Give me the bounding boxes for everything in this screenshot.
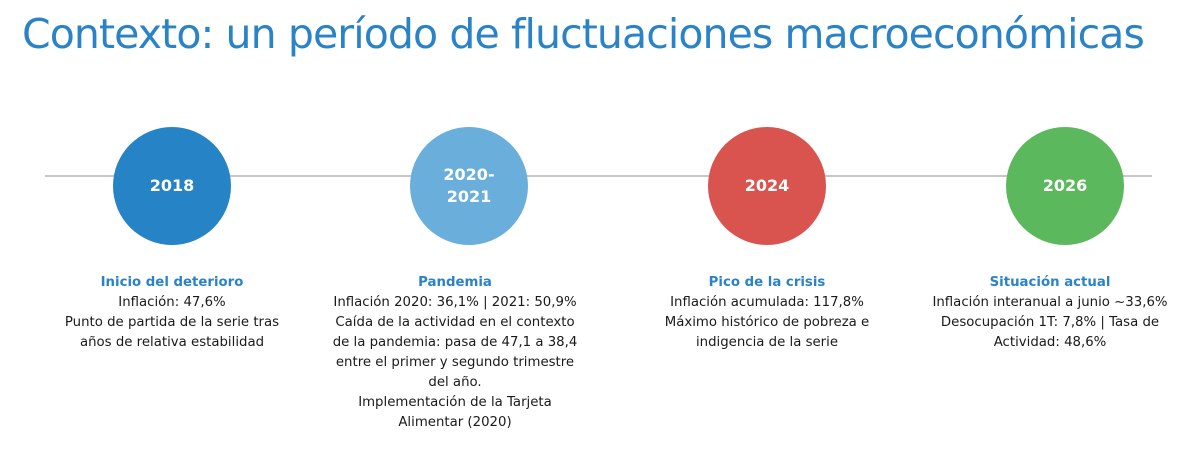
milestone-line: Inflación acumulada: 117,8% (670, 295, 864, 310)
milestone-label-line: 2024 (744, 176, 790, 195)
milestone-circle-2018: 2018 (113, 127, 231, 245)
milestone-heading: Pico de la crisis (708, 275, 826, 290)
milestone-line: Caída de la actividad en el contexto (335, 315, 575, 330)
milestone-circle-2026: 2026 (1006, 127, 1124, 245)
milestone-label-line: 2018 (149, 176, 195, 195)
milestone-heading: Inicio del deterioro (100, 275, 244, 290)
milestone-line: Punto de partida de la serie tras (64, 315, 280, 330)
milestone-description-2026: Situación actual Inflación interanual a … (905, 273, 1195, 353)
milestone-heading: Situación actual (989, 275, 1111, 290)
milestone-label: 2024 (745, 175, 790, 197)
milestone-line: Alimentar (2020) (398, 415, 512, 430)
milestone-line: de la pandemia: pasa de 47,1 a 38,4 (332, 335, 578, 350)
milestone-line: Desocupación 1T: 7,8% | Tasa de (940, 315, 1160, 330)
milestone-description-2020-2021: Pandemia Inflación 2020: 36,1% | 2021: 5… (305, 273, 605, 433)
milestone-label: 2026 (1043, 175, 1088, 197)
milestone-line: del año. (428, 375, 482, 390)
page-title: Contexto: un período de fluctuaciones ma… (22, 10, 1145, 58)
milestone-description-2024: Pico de la crisis Inflación acumulada: 1… (622, 273, 912, 353)
milestone-label: 2018 (150, 175, 195, 197)
milestone-line: Actividad: 48,6% (993, 335, 1107, 350)
milestone-heading: Pandemia (418, 275, 492, 290)
milestone-label: 2020- 2021 (443, 164, 494, 208)
milestone-line: Inflación 2020: 36,1% | 2021: 50,9% (333, 295, 577, 310)
milestone-description-2018: Inicio del deterioro Inflación: 47,6% Pu… (27, 273, 317, 353)
milestone-label-line: 2026 (1042, 176, 1088, 195)
milestone-label-line: 2021 (446, 187, 492, 206)
milestone-line: Inflación: 47,6% (118, 295, 226, 310)
milestone-circle-2024: 2024 (708, 127, 826, 245)
timeline-line (45, 175, 1152, 177)
milestone-line: indigencia de la serie (695, 335, 839, 350)
milestone-circle-2020-2021: 2020- 2021 (410, 127, 528, 245)
milestone-line: Implementación de la Tarjeta (358, 395, 552, 410)
milestone-label-line: 2020- (443, 165, 495, 184)
milestone-line: años de relativa estabilidad (79, 335, 265, 350)
milestone-line: Máximo histórico de pobreza e (664, 315, 870, 330)
milestone-line: entre el primer y segundo trimestre (335, 355, 575, 370)
milestone-line: Inflación interanual a junio ~33,6% (932, 295, 1168, 310)
